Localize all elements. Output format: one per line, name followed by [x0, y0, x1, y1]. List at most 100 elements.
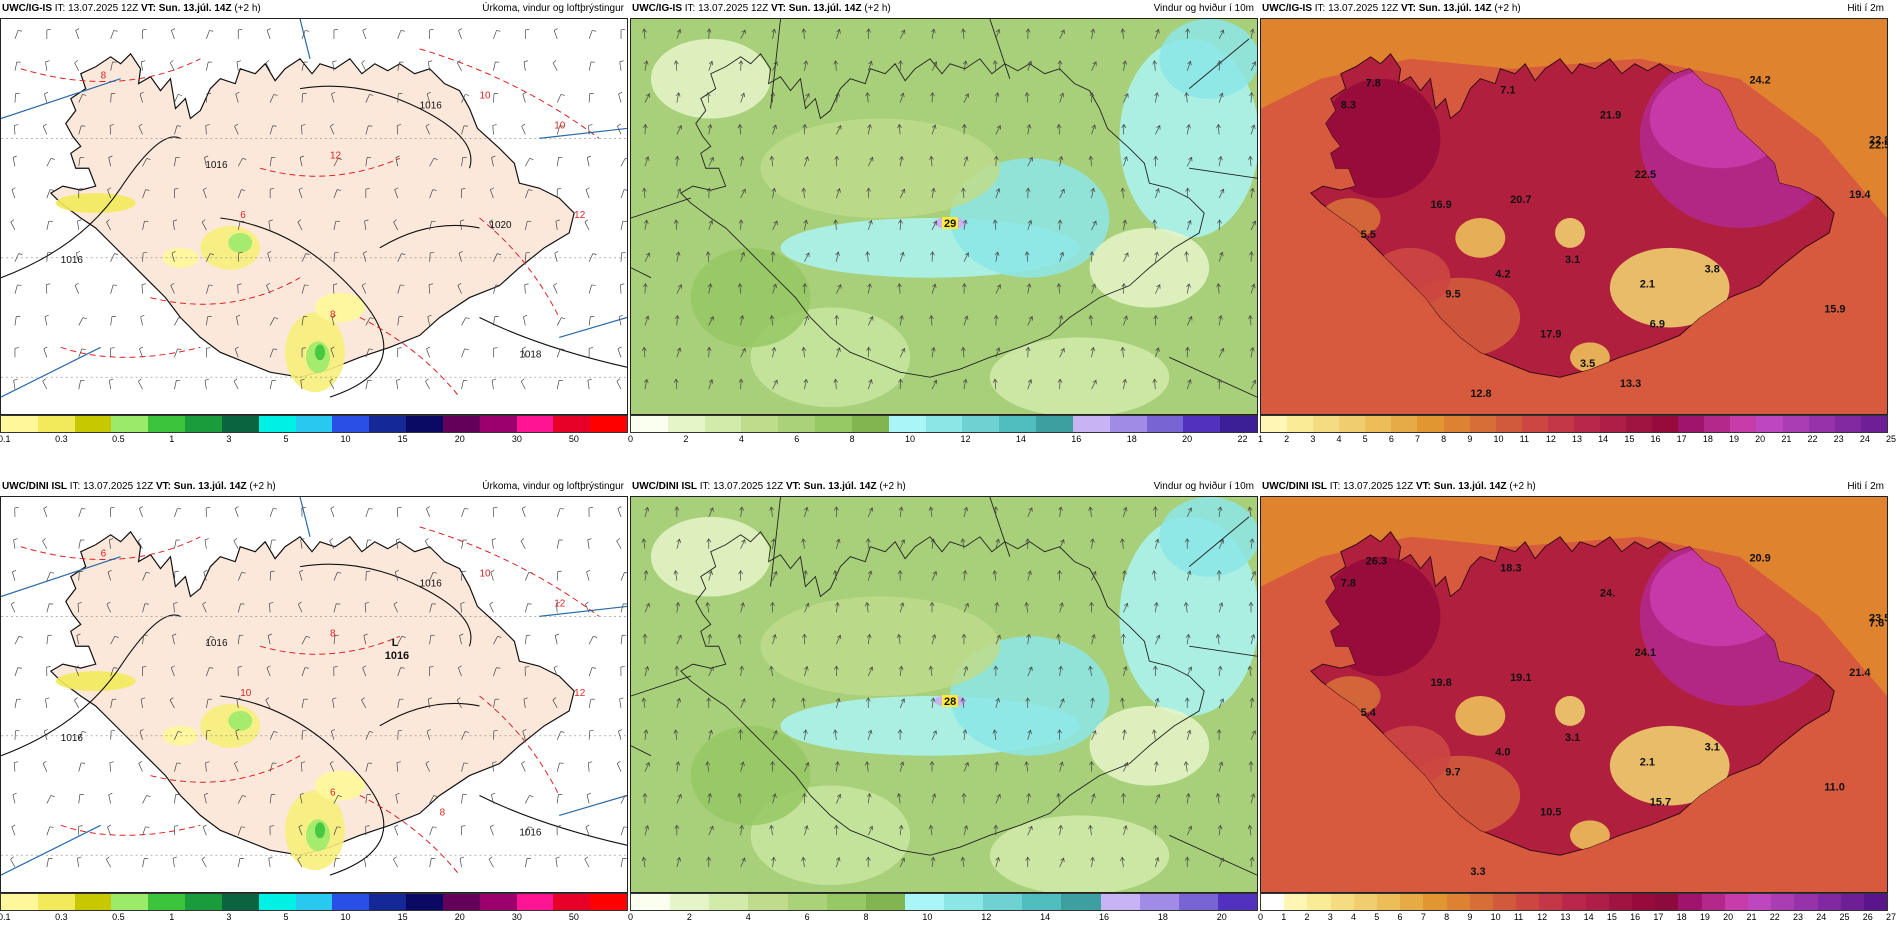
wind-barb	[332, 60, 337, 63]
panel-field-name: Hiti í 2m	[1847, 3, 1884, 14]
map-view[interactable]: 1016 1016 1016 1016 10 12 12 8 10 6 6 8 L 1016	[0, 496, 628, 893]
legend-tick-label: 5	[283, 434, 289, 444]
wind-arrow	[524, 635, 527, 645]
wind-arrow	[1026, 251, 1029, 262]
wind-arrow	[771, 315, 773, 326]
isobar-label: 1016	[205, 638, 228, 649]
wind-barb	[139, 506, 143, 509]
wind-arrow	[1249, 156, 1252, 167]
wind-barb	[393, 856, 397, 860]
header-model: UWC/IG-IS	[1262, 3, 1312, 14]
wind-arrow	[14, 284, 18, 294]
wind-barb	[521, 760, 526, 764]
legend-tick-label: 12	[1537, 912, 1548, 922]
legend-tick-label: 22	[1237, 434, 1248, 444]
wind-barb	[177, 731, 182, 733]
wind-arrow-head	[1152, 60, 1158, 65]
wind-arrow	[1154, 857, 1159, 868]
wind-barb	[464, 731, 469, 733]
wind-arrow-head	[900, 857, 906, 862]
map-panel-temp: UWC/DINI ISL IT: 13.07.2025 12Z VT: Sun.…	[1258, 478, 1896, 933]
isotherm-label: 12	[574, 688, 586, 699]
wind-arrow-head	[932, 283, 937, 289]
legend-color-swatch	[1655, 894, 1679, 910]
wind-arrow-head	[993, 155, 999, 160]
wind-barb	[242, 158, 247, 160]
legend-color-swatch	[111, 416, 149, 432]
wind-arrow-head	[866, 633, 872, 639]
wind-arrow-head	[995, 28, 1001, 34]
wind-arrow	[740, 666, 743, 677]
wind-barb	[114, 635, 119, 638]
header-it-label: IT:	[684, 3, 696, 14]
wind-barb	[425, 378, 429, 382]
wind-arrow-head	[1154, 856, 1160, 862]
wind-barb	[75, 28, 80, 31]
isotherm-label: 12	[574, 210, 586, 221]
wind-arrow-head	[1122, 665, 1128, 671]
wind-arrow	[174, 157, 177, 167]
wind-arrow	[269, 125, 273, 135]
wind-arrow	[331, 731, 335, 740]
panel-header: UWC/DINI ISL IT: 13.07.2025 12Z VT: Sun.…	[630, 478, 1258, 496]
wind-barb	[400, 30, 405, 32]
wind-arrow	[588, 284, 592, 294]
temperature-label: 6.9	[1650, 318, 1665, 330]
wind-arrow	[772, 124, 777, 135]
wind-arrow-head	[1088, 155, 1094, 161]
wind-arrow-head	[1057, 219, 1063, 224]
map-view[interactable]: 7.818.320.926.324.124.7.623.519.819.121.…	[1260, 496, 1888, 893]
wind-arrow	[46, 795, 52, 804]
map-view[interactable]: 1016 1016 1016 1018 1020 10 10 12 12 6 8 8	[0, 18, 628, 415]
wind-arrow	[644, 825, 649, 836]
wind-arrow	[1091, 29, 1094, 39]
wind-arrow	[461, 317, 467, 326]
wind-arrow	[899, 93, 904, 103]
wind-arrow	[1186, 124, 1190, 135]
wind-barb	[106, 856, 110, 860]
wind-barb	[426, 346, 431, 350]
wind-arrow	[299, 157, 303, 167]
wind-arrow	[522, 731, 526, 740]
wind-arrow-head	[674, 314, 680, 320]
wind-arrow	[520, 540, 526, 549]
map-view[interactable]: 28	[630, 496, 1258, 893]
wind-arrow	[269, 380, 273, 390]
wind-arrow	[556, 762, 560, 772]
wind-arrow	[234, 348, 239, 358]
wind-arrow	[361, 62, 367, 71]
wind-arrow-head	[642, 792, 648, 798]
wind-barb	[619, 60, 624, 63]
temperature-area	[1455, 217, 1506, 258]
legend-color-swatch	[1217, 894, 1257, 910]
wind-arrow-head	[961, 28, 966, 33]
map-view[interactable]: 8.37.124.27.822.521.922.522.816.920.719.…	[1260, 18, 1888, 415]
wind-arrow-head	[1249, 187, 1255, 193]
legend-color-swatch	[1220, 416, 1258, 432]
wind-arrow	[394, 826, 399, 836]
wind-arrow-head	[709, 156, 714, 162]
legend-color-swatch	[258, 894, 296, 910]
wind-barb	[584, 856, 589, 860]
wind-barb	[76, 251, 80, 254]
wind-arrow	[13, 762, 16, 772]
wind-barb	[74, 60, 78, 64]
panel-header: UWC/DINI ISL IT: 13.07.2025 12Z VT: Sun.…	[0, 478, 628, 496]
map-view[interactable]: 29	[630, 18, 1258, 415]
legend-tick-label: 1	[1258, 434, 1264, 444]
wind-barb	[365, 825, 370, 827]
wind-barb	[491, 538, 496, 541]
legend-color-swatch	[1539, 894, 1563, 910]
wind-arrow	[676, 857, 680, 868]
wind-arrow-head	[737, 282, 743, 288]
wind-barb	[429, 666, 434, 668]
wind-arrow	[804, 93, 810, 103]
wind-arrow	[394, 189, 399, 199]
wind-barb	[395, 792, 400, 796]
temperature-label: 5.5	[1361, 229, 1376, 241]
wind-arrow	[333, 635, 336, 645]
legend-color-swatch	[944, 894, 984, 910]
wind-arrow	[587, 380, 590, 390]
wind-arrow	[202, 826, 207, 836]
wind-arrow	[266, 30, 271, 40]
